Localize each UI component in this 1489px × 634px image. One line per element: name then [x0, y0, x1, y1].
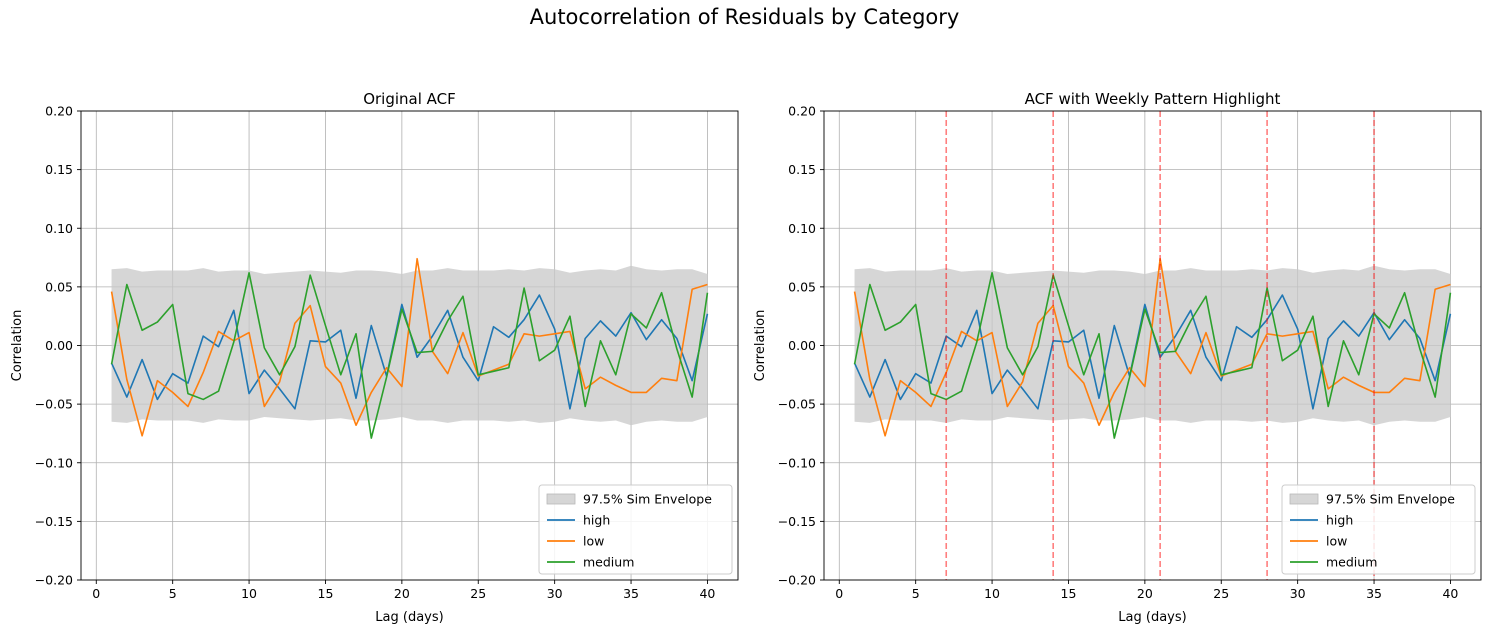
legend-label: high — [1326, 513, 1353, 528]
right-axes: 0 5 10 15 20 25 30 35 40 −0.20 −0.15 −0.10 −0.05 0.00… — [753, 90, 1482, 625]
series-line-low — [110, 257, 708, 437]
y-tick-label: 0.15 — [788, 162, 816, 177]
x-tick-label: 40 — [699, 586, 715, 601]
y-tick-label: 0.10 — [45, 221, 73, 236]
x-tick-label: 10 — [241, 586, 257, 601]
legend-label: high — [583, 513, 610, 528]
legend-label: low — [583, 534, 604, 549]
y-tick-label: 0.05 — [45, 279, 73, 294]
legend-label: medium — [583, 555, 634, 570]
y-tick-label: 0.10 — [788, 221, 816, 236]
right-panel-title: ACF with Weekly Pattern Highlight — [1025, 90, 1281, 108]
right-y-axis-label: Correlation — [753, 310, 768, 382]
y-tick-label: −0.20 — [778, 573, 816, 588]
left-axes: 0 5 10 15 20 25 30 35 40 −0.20 −0.15 −0.10 −0.05 0.00… — [10, 90, 739, 625]
x-tick-label: 0 — [835, 586, 843, 601]
legend-label: 97.5% Sim Envelope — [1326, 492, 1455, 507]
x-tick-label: 5 — [169, 586, 177, 601]
y-tick-label: 0.15 — [45, 162, 73, 177]
legend-envelope-swatch — [1289, 493, 1319, 505]
legend-box — [538, 484, 733, 575]
y-tick-label: −0.20 — [35, 573, 73, 588]
legend-label: 97.5% Sim Envelope — [583, 492, 712, 507]
legend-box — [1281, 484, 1476, 575]
x-tick-label: 20 — [1137, 586, 1153, 601]
x-tick-label: 5 — [912, 586, 920, 601]
right-legend: 97.5% Sim Envelope high low medium — [1281, 484, 1476, 575]
y-tick-label: 0.05 — [788, 279, 816, 294]
x-tick-label: 20 — [394, 586, 410, 601]
x-tick-label: 30 — [1290, 586, 1306, 601]
y-tick-label: −0.05 — [35, 397, 73, 412]
y-tick-label: 0.20 — [45, 104, 73, 119]
y-tick-label: −0.10 — [35, 455, 73, 470]
legend-label: low — [1326, 534, 1347, 549]
left-legend: 97.5% Sim Envelope high low medium — [538, 484, 733, 575]
y-tick-label: −0.15 — [35, 514, 73, 529]
y-tick-label: −0.05 — [778, 397, 816, 412]
x-tick-label: 35 — [1366, 586, 1382, 601]
series-line-medium — [853, 272, 1452, 439]
x-tick-label: 40 — [1442, 586, 1458, 601]
x-tick-label: 25 — [1213, 586, 1229, 601]
left-x-axis-label: Lag (days) — [375, 610, 443, 625]
left-y-axis-label: Correlation — [10, 310, 25, 382]
x-tick-label: 25 — [470, 586, 486, 601]
x-tick-label: 15 — [318, 586, 334, 601]
figure-suptitle: Autocorrelation of Residuals by Category — [529, 5, 960, 29]
x-tick-label: 0 — [92, 586, 100, 601]
x-tick-label: 10 — [984, 586, 1000, 601]
y-tick-label: −0.10 — [778, 455, 816, 470]
series-line-low — [853, 257, 1451, 437]
x-tick-label: 30 — [547, 586, 563, 601]
y-tick-label: 0.00 — [45, 338, 73, 353]
y-tick-label: −0.15 — [778, 514, 816, 529]
legend-label: medium — [1326, 555, 1377, 570]
x-tick-label: 15 — [1061, 586, 1077, 601]
series-line-medium — [110, 272, 709, 439]
left-panel-title: Original ACF — [363, 90, 456, 108]
y-tick-label: 0.20 — [788, 104, 816, 119]
legend-envelope-swatch — [546, 493, 576, 505]
x-tick-label: 35 — [623, 586, 639, 601]
y-tick-label: 0.00 — [788, 338, 816, 353]
right-x-axis-label: Lag (days) — [1118, 610, 1186, 625]
